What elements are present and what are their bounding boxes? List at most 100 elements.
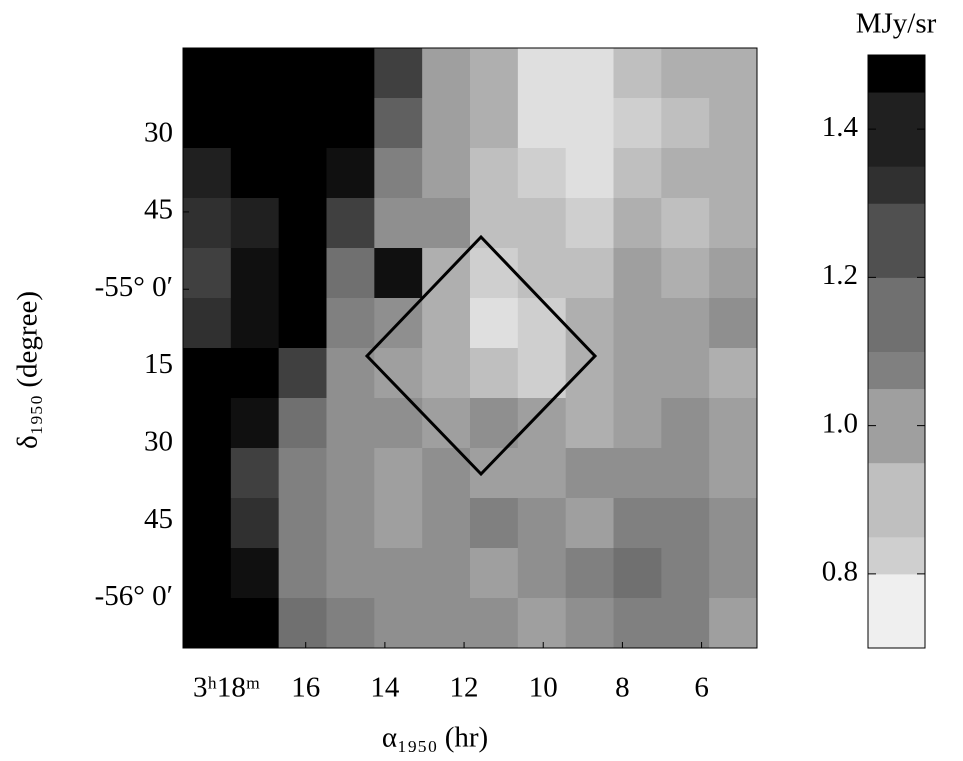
heatmap-cell [565,398,614,449]
heatmap-cell [661,48,710,99]
y-tick-label: -55° 0′ [95,271,173,303]
heatmap-cell [374,498,423,549]
heatmap-cell [278,548,327,599]
heatmap-cell [517,598,567,649]
heatmap-cell [709,498,758,549]
colorbar-band [868,240,925,278]
heatmap-cell [565,148,614,199]
colorbar-band [868,536,925,575]
heatmap-cell [230,198,280,249]
heatmap-cell [278,148,327,199]
heatmap-cell [183,198,232,249]
heatmap-cell [422,598,471,649]
x-tick-label: 3ʰ18ᵐ [193,672,260,704]
heatmap-cell [278,48,327,99]
heatmap-cell [565,598,614,649]
heatmap-cell [613,398,662,449]
heatmap-cell [661,298,710,349]
heatmap-cell [565,348,614,399]
heatmap-cell [613,548,662,599]
heatmap-cell [230,448,280,499]
heatmap-cell [278,348,327,399]
heatmap-cell [422,148,471,199]
colorbar-band [868,610,925,649]
x-tick-label: 12 [450,672,479,704]
heatmap-cell [517,148,567,199]
heatmap-cell [709,448,758,499]
heatmap-cell [661,448,710,499]
heatmap-cell [230,98,280,149]
colorbar-band [868,573,925,612]
heatmap-cell [183,48,232,99]
x-tick-label: 6 [694,672,709,704]
heatmap-cell [470,498,519,549]
heatmap-cell [709,198,758,249]
plot-frame [182,47,758,649]
heatmap-cell [183,598,232,649]
heatmap-cell [517,198,567,249]
colorbar-tick-label: 1.2 [822,259,858,291]
heatmap-cell [326,98,375,149]
heatmap-cell [230,348,280,399]
heatmap-cell [470,248,519,299]
heatmap-cell [613,248,662,299]
heatmap-cell [230,548,280,599]
heatmap-cell [470,448,519,499]
colorbar-label: MJy/sr [856,8,937,40]
heatmap-cell [278,448,327,499]
y-tick-label: 30 [144,116,173,148]
heatmap-cell [709,148,758,199]
colorbar-band [868,462,925,501]
colorbar-tick-label: 0.8 [822,556,858,588]
heatmap-cell [709,248,758,299]
heatmap-cell [661,98,710,149]
heatmap-cell [230,148,280,199]
heatmap-cell [709,298,758,349]
heatmap-cell [326,198,375,249]
heatmap-cell [230,298,280,349]
y-axis-label: δ₁₉₅₀ (degree) [12,291,44,449]
colorbar-band [868,92,925,130]
heatmap-cell [517,98,567,149]
heatmap-cell [374,548,423,599]
heatmap-cell [517,548,567,599]
colorbar-band [868,314,925,352]
heatmap-cell [183,248,232,299]
heatmap-cell [470,148,519,199]
region-outline [364,234,598,477]
heatmap-cell [374,198,423,249]
heatmap-cell [183,98,232,149]
heatmap-cell [326,248,375,299]
colorbar-band [868,166,925,204]
heatmap-cell [326,448,375,499]
heatmap-cell [661,398,710,449]
heatmap-cell [183,348,232,399]
heatmap-cell [230,598,280,649]
heatmap-cell [374,248,423,299]
heatmap-cell [709,548,758,599]
heatmap-cell [183,448,232,499]
heatmap-cell [278,248,327,299]
colorbar-tick-label: 1.0 [822,407,858,439]
heatmap-cell [422,298,471,349]
heatmap-cell [517,348,567,399]
heatmap-cell [613,448,662,499]
heatmap-cell [230,498,280,549]
heatmap-cell [278,98,327,149]
heatmap-cell [517,248,567,299]
heatmap-cell [230,248,280,299]
heatmap-cell [709,598,758,649]
y-tick-label: 30 [144,426,173,458]
heatmap-cell [613,198,662,249]
heatmap-cell [470,398,519,449]
heatmap-cell [613,48,662,99]
heatmap-cell [709,98,758,149]
heatmap-cell [326,598,375,649]
heatmap-cell [278,398,327,449]
x-tick-label: 14 [370,672,400,704]
heatmap-cell [661,248,710,299]
heatmap-cell [326,148,375,199]
colorbar-band [868,499,925,538]
x-tick-label: 16 [291,672,320,704]
